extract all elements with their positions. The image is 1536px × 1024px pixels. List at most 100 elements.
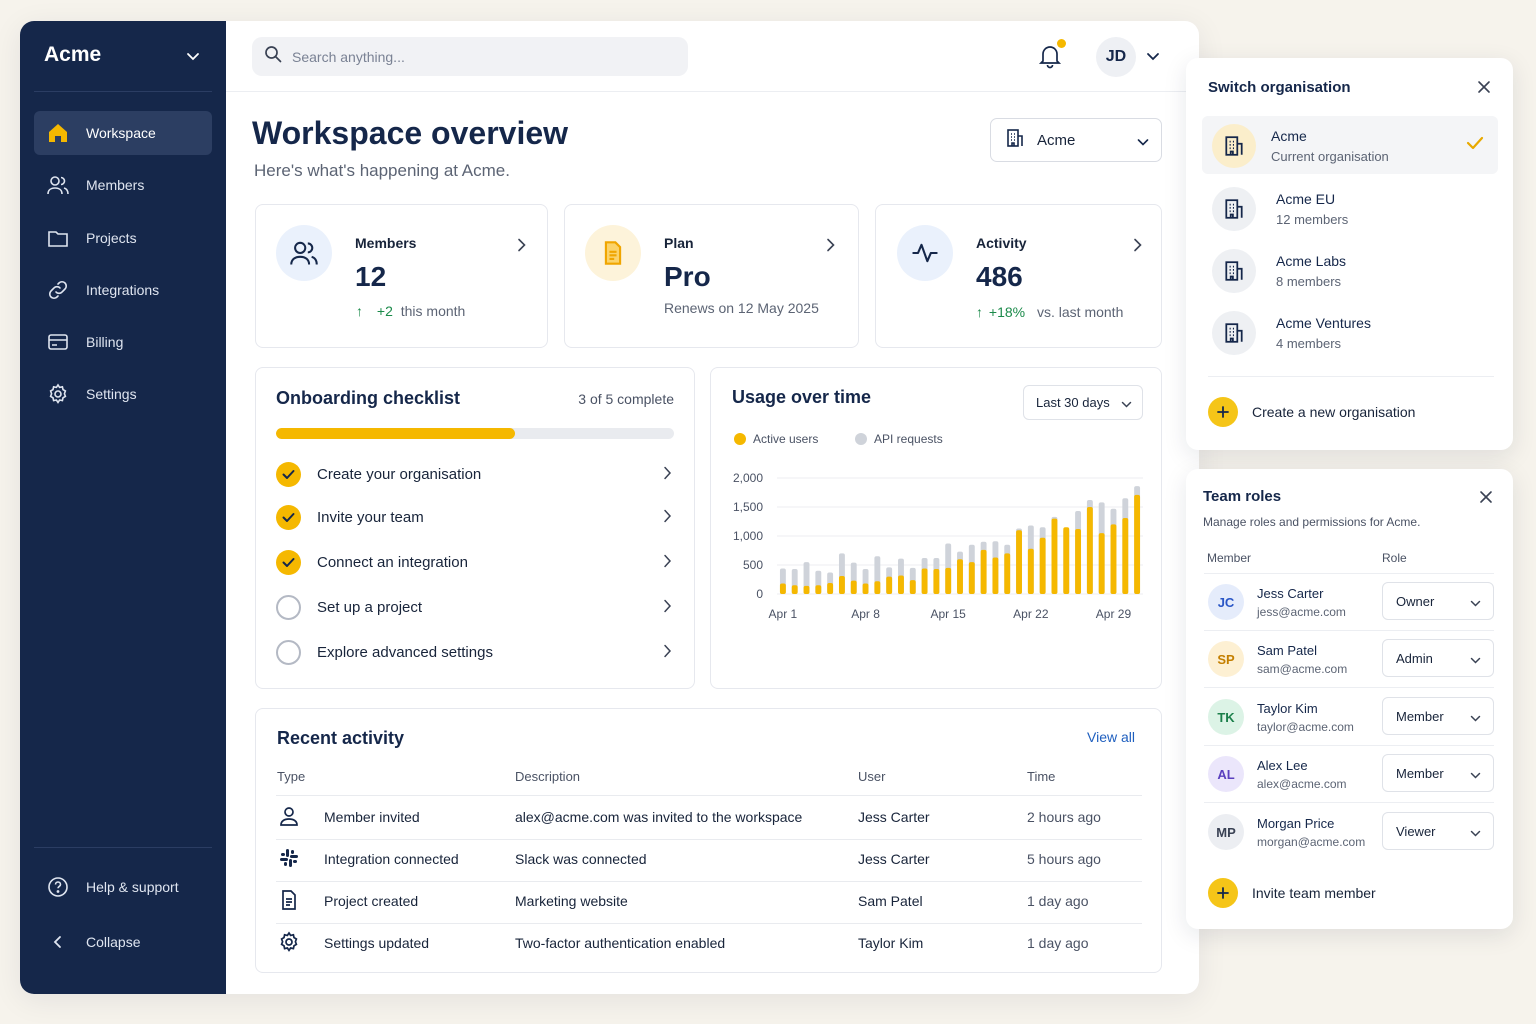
role-select[interactable]: Member bbox=[1382, 697, 1494, 735]
checklist-item-label: Create your organisation bbox=[317, 465, 482, 483]
checklist-item[interactable]: Create your organisation bbox=[276, 456, 676, 492]
checklist-item-label: Explore advanced settings bbox=[317, 643, 493, 661]
close-icon[interactable] bbox=[1477, 80, 1491, 99]
close-icon[interactable] bbox=[1479, 490, 1493, 509]
check-circle-icon[interactable] bbox=[276, 461, 301, 487]
help-support-link[interactable]: Help & support bbox=[34, 865, 212, 909]
role-value: Owner bbox=[1396, 593, 1435, 609]
table-row[interactable]: Settings updated Two-factor authenticatio… bbox=[276, 923, 1142, 965]
home-icon bbox=[46, 121, 70, 145]
empty-circle-icon[interactable] bbox=[276, 639, 301, 665]
table-row[interactable]: Member invited alex@acme.com was invited … bbox=[276, 797, 1142, 839]
checklist-item[interactable]: Set up a project bbox=[276, 589, 676, 625]
check-circle-icon[interactable] bbox=[276, 504, 301, 530]
sidebar-item-settings[interactable]: Settings bbox=[34, 372, 212, 416]
bar-active-users bbox=[968, 562, 975, 594]
search-bar[interactable] bbox=[252, 37, 688, 76]
check-circle-icon[interactable] bbox=[276, 549, 301, 575]
user-avatar[interactable]: JD bbox=[1096, 37, 1136, 77]
chevron-right-icon bbox=[1133, 238, 1143, 257]
bar-active-users bbox=[886, 576, 893, 594]
collapse-button[interactable]: Collapse bbox=[34, 920, 212, 964]
sidebar-item-projects[interactable]: Projects bbox=[34, 216, 212, 260]
avatar: TK bbox=[1208, 699, 1244, 735]
chevron-down-icon[interactable] bbox=[1146, 49, 1160, 67]
sidebar-item-billing[interactable]: Billing bbox=[34, 320, 212, 364]
help-label: Help & support bbox=[86, 879, 179, 895]
folder-icon bbox=[46, 226, 70, 250]
checkmark-icon bbox=[1466, 136, 1484, 155]
chevron-down-icon[interactable] bbox=[186, 49, 200, 67]
sidebar-divider bbox=[34, 91, 212, 92]
pulse-icon bbox=[897, 225, 953, 281]
users-icon bbox=[276, 225, 332, 281]
chevron-down-icon bbox=[1470, 711, 1481, 726]
bar-active-users bbox=[1086, 507, 1093, 594]
users-icon bbox=[46, 173, 70, 197]
team-member-row: TK Taylor Kim taylor@acme.com Member bbox=[1204, 691, 1494, 747]
activity-type: Settings updated bbox=[324, 935, 430, 951]
role-select[interactable]: Admin bbox=[1382, 639, 1494, 677]
member-name: Sam Patel bbox=[1257, 643, 1317, 658]
chevron-down-icon bbox=[1470, 596, 1481, 611]
role-select[interactable]: Viewer bbox=[1382, 812, 1494, 850]
sidebar: Acme Workspace Members Projects bbox=[20, 21, 226, 994]
sidebar-item-members[interactable]: Members bbox=[34, 163, 212, 207]
bell-icon[interactable] bbox=[1038, 43, 1062, 74]
checklist-item[interactable]: Invite your team bbox=[276, 499, 676, 535]
checklist-item-label: Connect an integration bbox=[317, 553, 468, 571]
bar-active-users bbox=[1063, 527, 1070, 594]
team-roles-panel: Team roles Manage roles and permissions … bbox=[1186, 469, 1513, 929]
activity-user: Jess Carter bbox=[858, 809, 930, 825]
checklist-item[interactable]: Explore advanced settings bbox=[276, 634, 676, 670]
date-range-select[interactable]: Last 30 days bbox=[1023, 385, 1143, 420]
create-organisation-label: Create a new organisation bbox=[1252, 404, 1416, 420]
checklist-item[interactable]: Connect an integration bbox=[276, 544, 676, 580]
plan-stat-card[interactable]: Plan Pro Renews on 12 May 2025 bbox=[564, 204, 859, 348]
bar-active-users bbox=[1122, 518, 1129, 594]
sidebar-item-integrations[interactable]: Integrations bbox=[34, 268, 212, 312]
building-icon bbox=[1005, 128, 1025, 152]
stat-label: Members bbox=[355, 235, 417, 251]
invite-team-member-button[interactable]: Invite team member bbox=[1208, 878, 1376, 908]
sidebar-item-workspace[interactable]: Workspace bbox=[34, 111, 212, 155]
create-organisation-button[interactable]: Create a new organisation bbox=[1208, 397, 1415, 427]
role-select[interactable]: Member bbox=[1382, 754, 1494, 792]
org-option[interactable]: Acme Current organisation bbox=[1202, 116, 1498, 174]
sidebar-item-label: Members bbox=[86, 177, 145, 193]
view-all-link[interactable]: View all bbox=[1087, 729, 1135, 745]
org-option[interactable]: Acme Labs 8 members bbox=[1202, 241, 1498, 299]
bar-active-users bbox=[945, 567, 952, 594]
activity-time: 2 hours ago bbox=[1027, 809, 1101, 825]
progress-fill bbox=[276, 428, 515, 439]
sidebar-item-label: Settings bbox=[86, 386, 137, 402]
plus-icon bbox=[1208, 878, 1238, 908]
credit-card-icon bbox=[46, 330, 70, 354]
column-header-user: User bbox=[858, 769, 886, 784]
panel-divider bbox=[1204, 573, 1494, 574]
empty-circle-icon[interactable] bbox=[276, 594, 301, 620]
bar-active-users bbox=[791, 585, 798, 594]
bar-active-users bbox=[1098, 533, 1105, 594]
members-stat-card[interactable]: Members 12 ↑ +2 this month bbox=[255, 204, 548, 348]
role-select[interactable]: Owner bbox=[1382, 582, 1494, 620]
activity-stat-card[interactable]: Activity 486 ↑ +18% vs. last month bbox=[875, 204, 1162, 348]
role-value: Admin bbox=[1396, 650, 1433, 666]
collapse-label: Collapse bbox=[86, 934, 141, 950]
stat-label: Plan bbox=[664, 235, 694, 251]
panel-divider bbox=[1204, 745, 1494, 746]
org-option[interactable]: Acme EU 12 members bbox=[1202, 179, 1498, 237]
column-header-type: Type bbox=[277, 769, 306, 784]
activity-user: Sam Patel bbox=[858, 893, 923, 909]
search-input[interactable] bbox=[292, 48, 672, 65]
member-email: sam@acme.com bbox=[1257, 662, 1348, 676]
org-selector[interactable]: Acme bbox=[990, 118, 1162, 162]
gear-icon bbox=[46, 382, 70, 406]
table-row[interactable]: Integration connected Slack was connected… bbox=[276, 839, 1142, 881]
delta-value: +18% bbox=[988, 304, 1026, 320]
org-option[interactable]: Acme Ventures 4 members bbox=[1202, 303, 1498, 361]
table-row[interactable]: Project created Marketing website Sam Pate… bbox=[276, 881, 1142, 923]
legend-swatch bbox=[734, 433, 746, 445]
panel-divider bbox=[1204, 802, 1494, 803]
member-email: taylor@acme.com bbox=[1257, 720, 1354, 734]
